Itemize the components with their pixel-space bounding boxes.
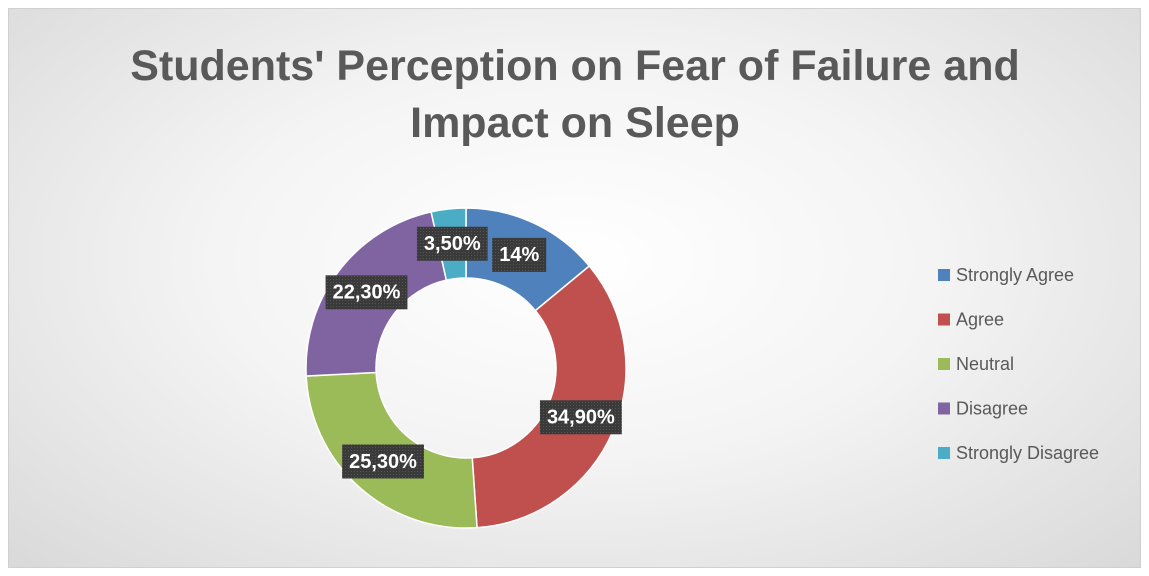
legend-swatch [938, 269, 950, 281]
legend-swatch [938, 358, 950, 370]
data-label: 22,30% [333, 282, 401, 304]
data-label: 34,90% [547, 407, 615, 429]
legend-swatch [938, 313, 950, 326]
data-label: 3,50% [424, 233, 481, 255]
legend-swatch [938, 447, 950, 459]
legend-label: Strongly Agree [956, 265, 1074, 285]
donut-slice [471, 264, 627, 529]
data-label-box [539, 400, 622, 435]
data-label-box [492, 237, 547, 272]
legend-label: Agree [956, 309, 1004, 329]
legend-label: Strongly Disagree [956, 443, 1099, 463]
data-label-box [416, 226, 488, 261]
data-label: 14% [499, 244, 539, 266]
data-label-box [342, 444, 424, 479]
legend-label: Neutral [956, 354, 1014, 374]
data-label: 25,30% [349, 451, 417, 473]
data-label-box [325, 275, 408, 310]
legend-swatch [938, 402, 950, 415]
chart-title: Students' Perception on Fear of Failure … [130, 42, 1020, 147]
legend-label: Disagree [956, 398, 1028, 418]
